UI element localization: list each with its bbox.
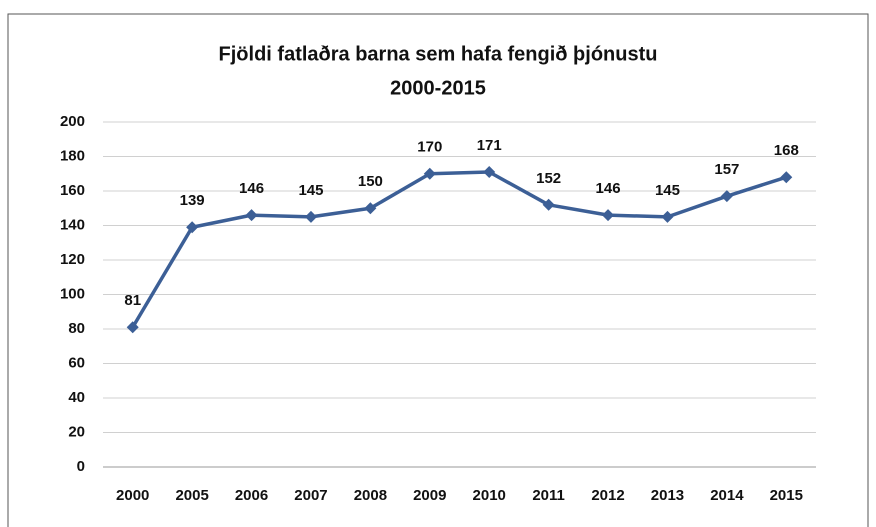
point-marker	[364, 202, 377, 215]
chart-title: Fjöldi fatlaðra barna sem hafa fengið þj…	[219, 43, 658, 65]
data-label: 145	[655, 182, 680, 199]
x-tick-label: 2012	[591, 487, 624, 504]
x-tick-label: 2005	[175, 487, 208, 504]
point-marker	[126, 321, 139, 334]
point-marker	[720, 190, 733, 203]
y-tick-label: 80	[68, 320, 85, 337]
y-tick-label: 100	[60, 285, 85, 302]
chart-border	[7, 13, 869, 527]
data-label: 150	[358, 173, 383, 190]
data-label: 146	[596, 180, 621, 197]
data-label: 146	[239, 180, 264, 197]
data-label: 157	[714, 161, 739, 178]
x-tick-label: 2015	[770, 487, 803, 504]
y-tick-label: 140	[60, 216, 85, 233]
point-marker	[245, 209, 258, 222]
x-tick-label: 2000	[116, 487, 149, 504]
chart-subtitle: 2000-2015	[390, 77, 486, 99]
series-line	[131, 170, 787, 329]
x-tick-label: 2006	[235, 487, 268, 504]
y-tick-label: 180	[60, 147, 85, 164]
y-tick-label: 120	[60, 251, 85, 268]
point-marker	[186, 221, 199, 234]
x-tick-label: 2013	[651, 487, 684, 504]
data-label: 81	[124, 292, 141, 309]
point-marker	[423, 167, 436, 180]
data-label: 171	[477, 137, 502, 154]
point-marker	[304, 210, 317, 223]
data-label: 145	[298, 182, 323, 199]
y-tick-label: 160	[60, 182, 85, 199]
point-marker	[661, 210, 674, 223]
y-tick-label: 60	[68, 354, 85, 371]
data-label: 139	[180, 192, 205, 209]
point-marker	[602, 209, 615, 222]
point-marker	[483, 166, 496, 179]
y-tick-label: 0	[77, 458, 85, 475]
x-tick-label: 2014	[710, 487, 744, 504]
y-tick-label: 200	[60, 113, 85, 130]
data-label: 152	[536, 170, 561, 187]
x-tick-label: 2007	[294, 487, 327, 504]
point-marker	[780, 171, 793, 184]
x-tick-label: 2009	[413, 487, 446, 504]
y-tick-label: 20	[68, 423, 85, 440]
x-tick-label: 2010	[473, 487, 506, 504]
y-tick-label: 40	[68, 389, 85, 406]
point-marker	[542, 198, 555, 211]
x-tick-label: 2011	[532, 487, 565, 504]
x-tick-label: 2008	[354, 487, 387, 504]
data-label: 170	[417, 139, 442, 156]
data-label: 168	[774, 142, 799, 159]
